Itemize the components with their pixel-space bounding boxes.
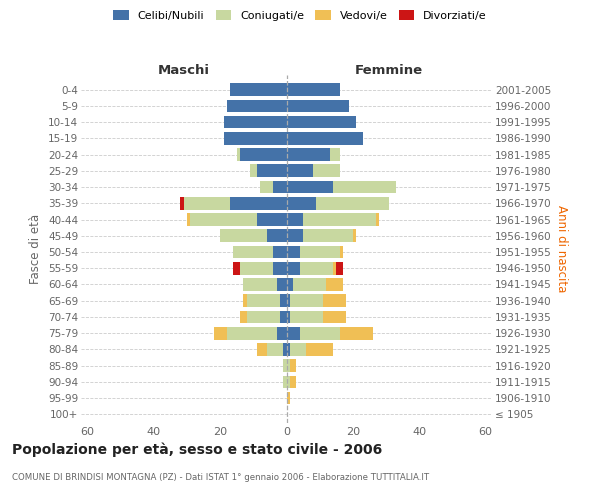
Bar [333,262,336,274]
Bar [273,246,287,258]
Bar [257,343,266,356]
Bar [280,310,287,324]
Bar [247,294,280,307]
Bar [224,116,287,128]
Bar [260,180,273,194]
Bar [283,343,287,356]
Bar [257,213,287,226]
Bar [329,148,340,161]
Bar [333,180,396,194]
Bar [277,327,287,340]
Bar [376,213,379,226]
Bar [287,392,290,404]
Bar [300,246,340,258]
Bar [244,294,247,307]
Text: Maschi: Maschi [158,64,210,78]
Bar [287,148,329,161]
Bar [287,278,293,291]
Bar [240,310,247,324]
Bar [287,262,300,274]
Bar [287,132,363,144]
Bar [287,327,300,340]
Bar [303,213,376,226]
Bar [323,294,346,307]
Bar [290,376,296,388]
Bar [280,294,287,307]
Bar [190,213,257,226]
Bar [181,197,184,209]
Bar [283,360,287,372]
Bar [290,360,296,372]
Bar [290,343,307,356]
Bar [313,164,340,177]
Bar [277,278,287,291]
Bar [240,148,287,161]
Bar [287,213,303,226]
Bar [303,230,353,242]
Bar [287,116,356,128]
Bar [287,360,290,372]
Bar [287,180,333,194]
Bar [273,180,287,194]
Bar [300,327,340,340]
Bar [287,230,303,242]
Bar [353,230,356,242]
Bar [233,262,240,274]
Bar [266,230,287,242]
Bar [323,310,346,324]
Bar [227,327,277,340]
Bar [326,278,343,291]
Bar [230,84,287,96]
Text: Femmine: Femmine [355,64,424,78]
Bar [283,376,287,388]
Bar [224,132,287,144]
Y-axis label: Fasce di età: Fasce di età [29,214,43,284]
Bar [287,376,290,388]
Bar [273,262,287,274]
Bar [290,294,323,307]
Bar [266,343,283,356]
Bar [340,246,343,258]
Bar [340,327,373,340]
Text: Popolazione per età, sesso e stato civile - 2006: Popolazione per età, sesso e stato civil… [12,442,382,457]
Bar [307,343,333,356]
Bar [287,100,349,112]
Bar [233,246,273,258]
Bar [230,197,287,209]
Bar [257,164,287,177]
Legend: Celibi/Nubili, Coniugati/e, Vedovi/e, Divorziati/e: Celibi/Nubili, Coniugati/e, Vedovi/e, Di… [109,6,491,25]
Bar [316,197,389,209]
Bar [287,343,290,356]
Bar [287,310,290,324]
Bar [247,310,280,324]
Bar [237,148,240,161]
Bar [287,84,340,96]
Bar [287,294,290,307]
Bar [244,278,277,291]
Bar [290,310,323,324]
Bar [250,164,257,177]
Y-axis label: Anni di nascita: Anni di nascita [555,205,568,292]
Bar [300,262,333,274]
Bar [214,327,227,340]
Bar [227,100,287,112]
Bar [287,246,300,258]
Bar [287,164,313,177]
Bar [220,230,266,242]
Bar [187,213,190,226]
Text: COMUNE DI BRINDISI MONTAGNA (PZ) - Dati ISTAT 1° gennaio 2006 - Elaborazione TUT: COMUNE DI BRINDISI MONTAGNA (PZ) - Dati … [12,472,429,482]
Bar [336,262,343,274]
Bar [287,197,316,209]
Bar [293,278,326,291]
Bar [240,262,273,274]
Bar [184,197,230,209]
